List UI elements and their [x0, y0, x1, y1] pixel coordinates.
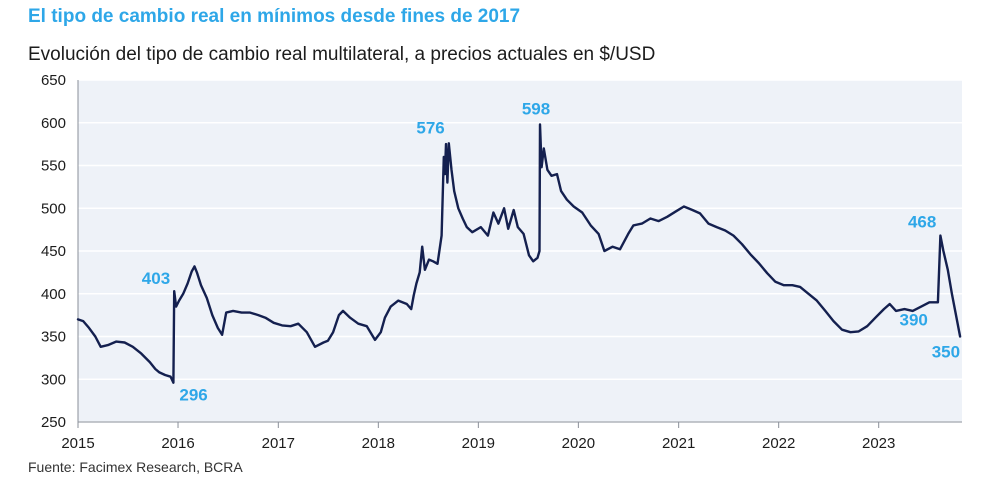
y-tick-label: 300 [41, 371, 66, 388]
annotation-label-403: 403 [142, 269, 170, 288]
annotation-label-390: 390 [900, 310, 928, 329]
annotation-label-468: 468 [908, 213, 936, 232]
y-tick-label: 450 [41, 243, 66, 260]
gridlines [78, 79, 962, 423]
annotation-label-598: 598 [522, 99, 550, 118]
y-tick-label: 500 [41, 200, 66, 217]
chart-title: El tipo de cambio real en mínimos desde … [28, 6, 521, 27]
y-tick-label: 550 [41, 158, 66, 175]
x-tick-label: 2022 [762, 435, 795, 452]
annotation-label-296: 296 [179, 386, 207, 405]
annotation-label-576: 576 [416, 118, 444, 137]
chart-subtitle: Evolución del tipo de cambio real multil… [28, 44, 656, 65]
x-tick-label: 2017 [262, 435, 295, 452]
y-tick-label: 650 [41, 72, 66, 89]
y-tick-label: 350 [41, 329, 66, 346]
x-tick-label: 2020 [562, 435, 595, 452]
y-axis-ticks: 250 300 350 400 450 500 550 600 650 [41, 72, 66, 431]
x-axis-ticks: 2015 2016 2017 2018 2019 2020 2021 2022 2023 [61, 421, 962, 452]
x-tick-label: 2016 [161, 435, 194, 452]
series-line-tcrm [76, 123, 962, 384]
x-tick-label: 2023 [862, 435, 895, 452]
y-tick-label: 400 [41, 286, 66, 303]
x-tick-label: 2018 [362, 435, 395, 452]
annotation-label-350: 350 [932, 343, 960, 362]
y-tick-label: 600 [41, 115, 66, 132]
x-tick-label: 2015 [61, 435, 94, 452]
source-note: Fuente: Facimex Research, BCRA [28, 459, 243, 475]
x-tick-label: 2019 [462, 435, 495, 452]
x-tick-label: 2021 [662, 435, 695, 452]
y-tick-label: 250 [41, 414, 66, 431]
